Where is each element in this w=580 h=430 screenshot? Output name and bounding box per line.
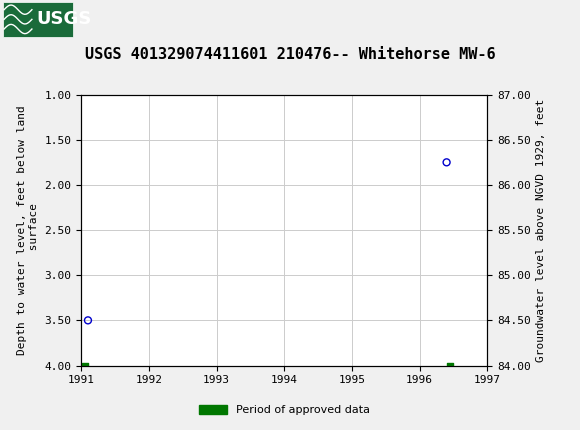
Legend: Period of approved data: Period of approved data: [194, 400, 374, 420]
Point: [442, 159, 451, 166]
Point: [84, 317, 93, 324]
Text: USGS: USGS: [36, 10, 91, 28]
Y-axis label: Groundwater level above NGVD 1929, feet: Groundwater level above NGVD 1929, feet: [536, 98, 546, 362]
Text: USGS 401329074411601 210476-- Whitehorse MW-6: USGS 401329074411601 210476-- Whitehorse…: [85, 47, 495, 62]
Point: [80, 362, 89, 369]
Y-axis label: Depth to water level, feet below land
 surface: Depth to water level, feet below land su…: [17, 105, 39, 355]
FancyBboxPatch shape: [3, 2, 72, 37]
Point: [445, 362, 455, 369]
